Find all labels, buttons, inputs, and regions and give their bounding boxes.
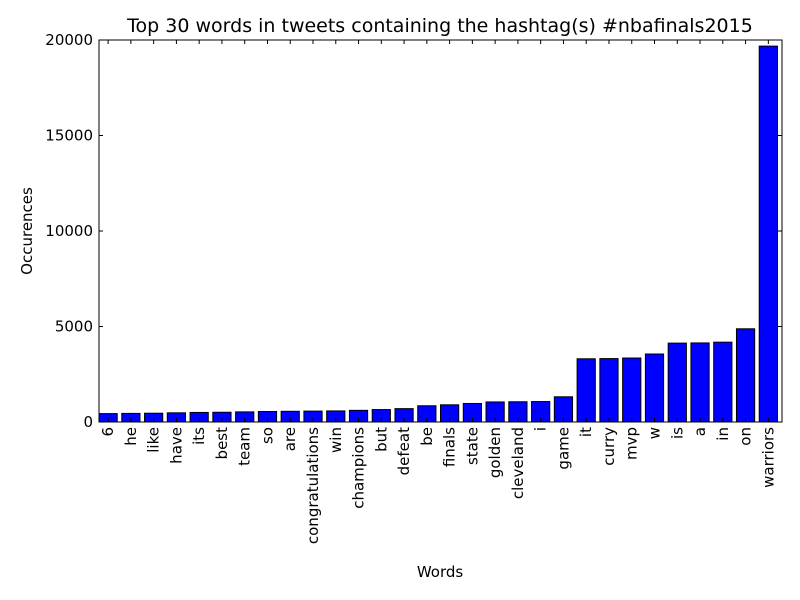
y-ticks-group: 0 5000 10000 15000 20000 bbox=[45, 31, 782, 431]
y-tick-label: 5000 bbox=[55, 318, 93, 336]
x-tick-label: are bbox=[281, 427, 299, 451]
x-tick-label: have bbox=[167, 427, 185, 464]
x-tick-label: champions bbox=[350, 427, 368, 509]
x-axis-label: Words bbox=[417, 563, 464, 581]
bar-mvp bbox=[622, 357, 642, 423]
bar-curry bbox=[599, 358, 619, 423]
x-tick-label: golden bbox=[486, 427, 504, 478]
x-tick-label: state bbox=[463, 427, 481, 465]
chart-title: Top 30 words in tweets containing the ha… bbox=[126, 15, 753, 37]
y-tick-label: 20000 bbox=[45, 31, 93, 49]
x-tick-label: finals bbox=[441, 427, 459, 467]
bar-w bbox=[644, 353, 665, 423]
x-tick-label: on bbox=[737, 427, 755, 446]
y-axis-label: Occurences bbox=[18, 187, 36, 275]
x-tick-label: he bbox=[122, 427, 140, 446]
x-tick-label: best bbox=[213, 427, 231, 460]
bar-a bbox=[690, 342, 710, 423]
x-tick-label: a bbox=[691, 427, 709, 436]
bar-is bbox=[667, 342, 687, 423]
plot-frame bbox=[98, 39, 783, 423]
bar-on bbox=[735, 328, 756, 423]
x-tick-label: mvp bbox=[623, 427, 641, 460]
bar-in bbox=[713, 341, 733, 423]
x-tick-label: like bbox=[145, 427, 163, 453]
x-tick-label: warriors bbox=[759, 427, 777, 488]
x-tick-label: in bbox=[714, 427, 732, 441]
x-tick-label: curry bbox=[600, 427, 618, 466]
y-tick-label: 10000 bbox=[45, 222, 93, 240]
x-tick-label: congratulations bbox=[304, 427, 322, 544]
bars-group bbox=[98, 45, 778, 423]
x-tick-label: be bbox=[418, 427, 436, 446]
bar-it bbox=[576, 358, 596, 423]
x-tick-label: but bbox=[372, 427, 390, 452]
x-tick-label: win bbox=[327, 427, 345, 453]
x-tick-label: is bbox=[668, 427, 686, 439]
x-tick-label: i bbox=[532, 427, 550, 431]
y-tick-label: 0 bbox=[83, 413, 93, 431]
x-tick-label: defeat bbox=[395, 427, 413, 475]
x-tick-label: cleveland bbox=[509, 427, 527, 499]
y-tick-label: 15000 bbox=[45, 127, 93, 145]
x-tick-label: w bbox=[646, 427, 664, 439]
x-tick-label: game bbox=[554, 427, 572, 470]
x-tick-label: 6 bbox=[99, 427, 117, 437]
bar-warriors bbox=[758, 45, 778, 423]
x-tick-label: team bbox=[236, 427, 254, 466]
x-tick-label: it bbox=[577, 427, 595, 437]
x-tick-label: its bbox=[190, 427, 208, 445]
x-ticks-group: 6 he like have its best team so are congratulatio… bbox=[99, 40, 777, 544]
x-tick-label: so bbox=[258, 427, 276, 444]
